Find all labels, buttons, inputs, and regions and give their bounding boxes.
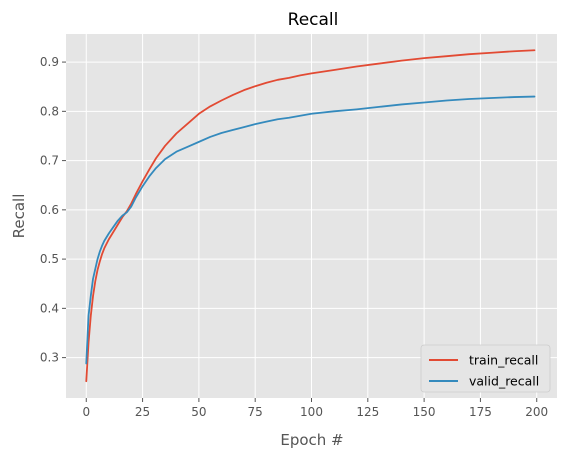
series-line-valid-recall [85,95,536,365]
x-axis-ticks: 0 25 50 75 100 125 150 175 200 [82,398,548,419]
series-lines [85,49,536,383]
legend: train_recall valid_recall [420,344,551,393]
y-axis-label: Recall [10,194,28,239]
x-tick-label: 25 [135,405,150,419]
x-tick-label: 175 [469,405,492,419]
x-tick-label: 150 [413,405,436,419]
x-axis-label: Epoch # [280,431,343,449]
x-tick-label: 125 [356,405,379,419]
x-tick-label: 75 [248,405,263,419]
y-tick-label: 0.5 [40,252,59,266]
y-tick-label: 0.9 [40,55,59,69]
y-tick-label: 0.7 [40,154,59,168]
legend-label-train: train_recall [469,353,538,368]
x-tick-label: 0 [82,405,90,419]
legend-label-valid: valid_recall [469,374,539,389]
x-tick-label: 200 [525,405,548,419]
y-tick-label: 0.6 [40,203,59,217]
y-axis-ticks: 0.3 0.4 0.5 0.6 0.7 0.8 0.9 [40,55,66,365]
x-tick-label: 50 [191,405,206,419]
chart-title: Recall [288,10,339,30]
x-tick-label: 100 [300,405,323,419]
y-tick-label: 0.3 [40,351,59,365]
y-tick-label: 0.8 [40,104,59,118]
y-tick-label: 0.4 [40,301,59,315]
series-line-train-recall [85,49,536,383]
